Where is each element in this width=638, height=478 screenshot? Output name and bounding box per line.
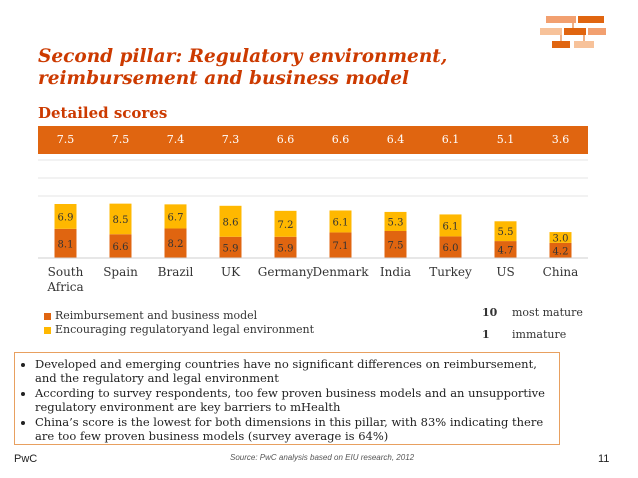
- value-label-regulatory: 7.2: [278, 220, 294, 231]
- value-label-regulatory: 8.5: [113, 215, 129, 226]
- total-score-label: 6.6: [276, 133, 295, 146]
- bar-regulatory: [274, 210, 297, 237]
- value-label-regulatory: 5.5: [498, 227, 514, 238]
- value-label-reimbursement: 7.5: [388, 241, 404, 252]
- finding-item: According to survey respondents, too few…: [35, 386, 551, 414]
- value-label-reimbursement: 4.2: [553, 246, 569, 257]
- scale-top-value: 10: [482, 305, 498, 319]
- bar-reimbursement: [109, 234, 132, 258]
- value-label-reimbursement: 5.9: [223, 243, 239, 254]
- maturity-scale: 10 most mature 1 immature: [482, 301, 583, 345]
- scale-row-bottom: 1 immature: [482, 323, 583, 345]
- bar-regulatory: [439, 214, 462, 237]
- bar-regulatory: [384, 211, 407, 231]
- value-label-regulatory: 8.6: [223, 217, 239, 228]
- scale-bottom-label: immature: [512, 327, 567, 341]
- category-label: India: [380, 265, 411, 279]
- value-label-reimbursement: 6.0: [443, 243, 459, 254]
- key-findings-box: Developed and emerging countries have no…: [14, 352, 560, 445]
- total-score-label: 3.6: [551, 133, 570, 146]
- value-label-reimbursement: 6.6: [113, 242, 129, 253]
- category-label: Germany: [258, 265, 314, 279]
- value-label-reimbursement: 4.7: [498, 246, 514, 257]
- bar-regulatory: [549, 232, 572, 243]
- bar-reimbursement: [549, 242, 572, 258]
- total-score-label: 7.4: [166, 133, 185, 146]
- value-label-regulatory: 6.9: [58, 212, 74, 223]
- stacked-bar-chart: 8.1 6.9 6.6 8.5 8.2 6.7 5.9 8.6 5.9 7.2 7.1 6.1 7.5 5…: [38, 159, 588, 294]
- legend-label-regulatory: Encouraging regulatoryand legal environm…: [55, 323, 315, 336]
- total-score-label: 6.4: [386, 133, 405, 146]
- bar-reimbursement: [274, 236, 297, 258]
- total-score-label: 6.1: [441, 133, 460, 146]
- bar-reimbursement: [329, 232, 352, 258]
- bar-reimbursement: [219, 236, 242, 258]
- value-label-reimbursement: 8.1: [58, 239, 74, 250]
- bar-reimbursement: [384, 231, 407, 258]
- legend-label-reimbursement: Reimbursement and business model: [55, 309, 258, 322]
- bar-reimbursement: [494, 241, 517, 258]
- scale-row-top: 10 most mature: [482, 301, 583, 323]
- category-label: Turkey: [429, 265, 472, 279]
- footer-brand: PwC: [14, 453, 38, 465]
- bar-regulatory: [109, 203, 132, 235]
- bar-regulatory: [494, 221, 517, 242]
- legend-item-regulatory: Encouraging regulatoryand legal environm…: [44, 323, 314, 337]
- category-label: Denmark: [313, 265, 370, 279]
- bar-regulatory: [54, 204, 77, 229]
- total-score-label: 6.6: [331, 133, 350, 146]
- slide-title: Second pillar: Regulatory environment, r…: [38, 46, 448, 89]
- category-label: UK: [221, 265, 241, 279]
- total-score-label: 7.5: [111, 133, 130, 146]
- slide-subtitle: Detailed scores: [38, 104, 168, 122]
- category-label: US: [496, 265, 514, 279]
- bar-regulatory: [329, 210, 352, 233]
- category-label: South: [48, 265, 84, 279]
- category-label: Brazil: [158, 265, 194, 279]
- chart-legend: Reimbursement and business model Encoura…: [44, 309, 314, 337]
- value-label-regulatory: 6.1: [333, 217, 349, 228]
- category-label: Spain: [103, 265, 138, 279]
- value-label-regulatory: 3.0: [553, 233, 569, 244]
- finding-item: China’s score is the lowest for both dim…: [35, 415, 551, 443]
- total-scores-band: 7.5 7.5 7.4 7.3 6.6 6.6 6.4 6.1 5.1 3.6: [38, 126, 588, 154]
- total-score-label: 5.1: [496, 133, 515, 146]
- scale-bottom-value: 1: [482, 327, 490, 341]
- legend-swatch-regulatory: [44, 326, 51, 334]
- total-score-label: 7.3: [221, 133, 240, 146]
- finding-item: Developed and emerging countries have no…: [35, 357, 551, 385]
- legend-item-reimbursement: Reimbursement and business model: [44, 309, 314, 323]
- category-label: Africa: [46, 280, 83, 294]
- scale-top-label: most mature: [512, 305, 583, 319]
- pwc-logo: [540, 16, 606, 48]
- bar-regulatory: [219, 205, 242, 237]
- value-label-reimbursement: 8.2: [168, 239, 184, 250]
- category-label: China: [543, 265, 579, 279]
- bar-reimbursement: [54, 228, 77, 258]
- total-score-label: 7.5: [56, 133, 75, 146]
- legend-swatch-reimbursement: [44, 312, 51, 320]
- value-label-regulatory: 6.1: [443, 221, 459, 232]
- footer-source: Source: PwC analysis based on EIU resear…: [230, 453, 415, 462]
- value-label-reimbursement: 5.9: [278, 243, 294, 254]
- value-label-regulatory: 5.3: [388, 217, 404, 228]
- value-label-regulatory: 6.7: [168, 212, 184, 223]
- bar-regulatory: [164, 204, 187, 229]
- page-number: 11: [598, 453, 610, 465]
- value-label-reimbursement: 7.1: [333, 241, 349, 252]
- bar-reimbursement: [164, 228, 187, 258]
- bar-reimbursement: [439, 236, 462, 258]
